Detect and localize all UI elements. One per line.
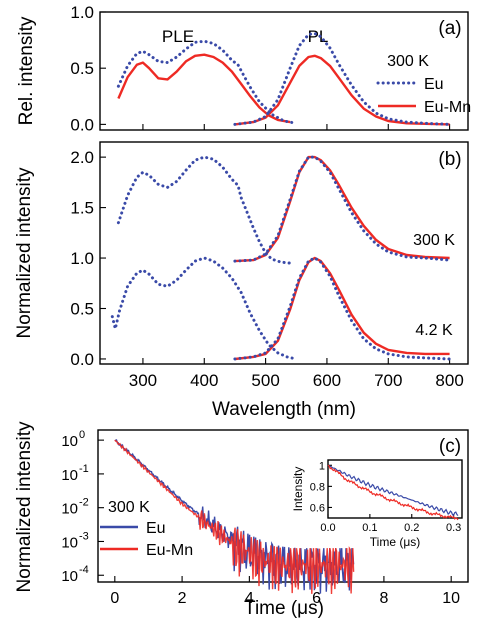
- y-tick-label: 0.5: [70, 300, 94, 319]
- panel-a-label: (a): [438, 18, 461, 39]
- inset-y-tick-label: 0.8: [310, 481, 325, 493]
- inset-x-tick-label: 0.0: [320, 522, 335, 534]
- y-tick-exponent: -4: [79, 564, 89, 576]
- y-tick-label: 10: [61, 568, 78, 585]
- legend-eu-label: Eu: [424, 76, 444, 93]
- x-tick-label: 8: [379, 590, 388, 607]
- y-tick-label: 0.0: [70, 115, 94, 134]
- y-tick-exponent: -2: [79, 497, 89, 509]
- y-tick-label: 1.0: [70, 3, 94, 22]
- panel-b-xlabel: Wavelength (nm): [212, 399, 356, 420]
- series-eu-line: [233, 256, 452, 361]
- y-tick-label: 0.0: [70, 350, 94, 369]
- temperature-label: 300 K: [413, 232, 455, 249]
- x-tick-label: 500: [251, 371, 279, 390]
- panel-b-label: (b): [438, 149, 461, 170]
- panel-c-label: (c): [439, 436, 461, 457]
- inset-series-eu-line: [327, 464, 459, 517]
- series-eu-line: [233, 31, 452, 126]
- y-tick-exponent: -1: [79, 463, 89, 475]
- series-eu-mn-line: [234, 256, 450, 361]
- x-tick-label: 0: [110, 590, 119, 607]
- inset-y-tick-label: 1: [319, 460, 325, 472]
- x-tick-label: 300: [129, 371, 157, 390]
- x-tick-label: 700: [374, 371, 402, 390]
- inset-y-tick-label: 0.6: [310, 502, 325, 514]
- x-tick-label: 600: [313, 371, 341, 390]
- inset-ylabel: Intensity: [291, 467, 305, 512]
- y-tick-label: 10: [61, 501, 78, 518]
- ple-label: PLE: [162, 27, 194, 46]
- inset-xlabel: Time (μs): [370, 535, 420, 549]
- legend-eumn-label: Eu-Mn: [424, 99, 471, 116]
- y-tick-label: 1.0: [70, 249, 94, 268]
- legend-eumn-label: Eu-Mn: [146, 542, 193, 559]
- x-tick-label: 10: [442, 590, 460, 607]
- y-tick-label: 1.5: [70, 199, 94, 218]
- inset-x-tick-label: 0.1: [362, 522, 377, 534]
- panel-c-frame: [97, 429, 469, 583]
- inset-frame: [327, 459, 463, 519]
- series-eu-line: [110, 256, 298, 361]
- series-eu-line: [116, 39, 298, 125]
- temperature-label: 300 K: [108, 499, 150, 516]
- series-eu-line: [116, 155, 292, 265]
- temperature-label: 300 K: [387, 53, 429, 70]
- panel-b-frame: [99, 141, 469, 365]
- y-tick-label: 10: [61, 534, 78, 551]
- series-eu-mn-line: [117, 53, 291, 124]
- y-tick-label: 2.0: [70, 148, 94, 167]
- x-tick-label: 6: [312, 590, 321, 607]
- y-tick-label: 10: [61, 433, 78, 450]
- series-eu-line: [233, 155, 452, 263]
- x-tick-label: 800: [435, 371, 463, 390]
- x-tick-label: 400: [190, 371, 218, 390]
- panel-b-ylabel: Normalized intensity: [14, 167, 35, 339]
- panel-a-frame: [99, 11, 469, 131]
- pl-label: PL: [308, 27, 329, 46]
- temperature-label: 4.2 K: [415, 322, 453, 339]
- y-tick-label: 10: [61, 467, 78, 484]
- panel-c-ylabel: Normalized intensity: [14, 421, 35, 593]
- legend-eu-label: Eu: [146, 520, 166, 537]
- x-tick-label: 4: [245, 590, 254, 607]
- panel-a-ylabel: Rel. intensity: [16, 16, 37, 125]
- y-tick-exponent: 0: [79, 429, 85, 441]
- x-tick-label: 2: [178, 590, 187, 607]
- y-tick-exponent: -3: [79, 530, 89, 542]
- y-tick-label: 0.5: [70, 59, 94, 78]
- inset-x-tick-label: 0.3: [446, 522, 461, 534]
- inset-x-tick-label: 0.2: [404, 522, 419, 534]
- series-eu-mn-line: [234, 54, 450, 126]
- panel-c-xlabel: Time (μs): [244, 598, 324, 619]
- inset-series-eu-mn-line: [327, 464, 459, 521]
- series-eu-mn-line: [114, 439, 355, 595]
